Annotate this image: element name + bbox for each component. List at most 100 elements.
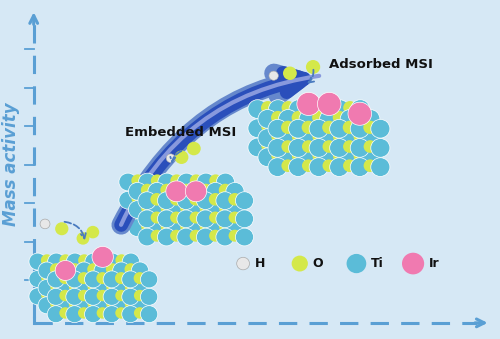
- Circle shape: [138, 210, 156, 227]
- Circle shape: [302, 140, 316, 152]
- Circle shape: [268, 100, 287, 118]
- Circle shape: [66, 306, 83, 323]
- Circle shape: [350, 100, 370, 118]
- Circle shape: [248, 119, 267, 138]
- Circle shape: [236, 228, 254, 246]
- Circle shape: [206, 182, 224, 200]
- Circle shape: [354, 131, 366, 143]
- Circle shape: [206, 219, 224, 237]
- Circle shape: [158, 210, 176, 228]
- Circle shape: [190, 193, 202, 205]
- Circle shape: [151, 211, 164, 223]
- Circle shape: [29, 271, 46, 287]
- Circle shape: [340, 129, 359, 147]
- Circle shape: [124, 263, 137, 275]
- Circle shape: [122, 271, 140, 287]
- Circle shape: [47, 306, 64, 323]
- Circle shape: [66, 271, 83, 288]
- Circle shape: [87, 263, 100, 275]
- Circle shape: [262, 121, 274, 133]
- Text: Ti: Ti: [371, 257, 384, 270]
- Circle shape: [76, 297, 92, 314]
- Circle shape: [177, 228, 195, 246]
- Circle shape: [116, 290, 128, 301]
- Circle shape: [38, 297, 56, 314]
- Circle shape: [116, 307, 127, 319]
- Circle shape: [299, 129, 318, 147]
- Circle shape: [104, 288, 121, 305]
- Circle shape: [134, 272, 146, 284]
- Circle shape: [289, 100, 308, 118]
- Circle shape: [312, 149, 326, 162]
- Circle shape: [41, 254, 53, 266]
- Circle shape: [180, 202, 192, 214]
- Circle shape: [330, 158, 349, 176]
- Circle shape: [128, 201, 146, 218]
- Circle shape: [66, 271, 84, 287]
- Text: O: O: [313, 257, 324, 270]
- Circle shape: [354, 149, 366, 162]
- Circle shape: [106, 298, 118, 310]
- Circle shape: [312, 131, 326, 143]
- Circle shape: [106, 263, 118, 275]
- Circle shape: [60, 254, 72, 266]
- Circle shape: [177, 192, 195, 210]
- Circle shape: [330, 100, 349, 118]
- Circle shape: [96, 272, 108, 284]
- Circle shape: [56, 279, 74, 296]
- Circle shape: [190, 212, 202, 223]
- Circle shape: [322, 101, 336, 114]
- Circle shape: [85, 288, 102, 305]
- Circle shape: [85, 253, 102, 270]
- Circle shape: [104, 253, 121, 270]
- Circle shape: [50, 298, 62, 310]
- Circle shape: [320, 148, 339, 167]
- Circle shape: [258, 109, 277, 128]
- Circle shape: [96, 307, 108, 319]
- Circle shape: [283, 66, 297, 80]
- Circle shape: [78, 290, 90, 301]
- Circle shape: [330, 119, 349, 138]
- Circle shape: [158, 192, 176, 210]
- Circle shape: [76, 232, 90, 245]
- Circle shape: [292, 111, 305, 124]
- Text: Mass activity: Mass activity: [2, 103, 20, 226]
- Circle shape: [216, 192, 234, 210]
- Circle shape: [330, 139, 349, 157]
- Circle shape: [94, 297, 112, 314]
- Circle shape: [38, 279, 56, 296]
- Circle shape: [342, 121, 356, 134]
- Circle shape: [66, 288, 84, 305]
- Circle shape: [333, 131, 346, 143]
- Circle shape: [344, 121, 356, 133]
- Circle shape: [68, 263, 81, 275]
- Circle shape: [258, 148, 277, 167]
- Circle shape: [320, 129, 339, 147]
- Circle shape: [190, 230, 202, 242]
- Circle shape: [360, 129, 380, 147]
- Circle shape: [323, 121, 336, 133]
- Circle shape: [40, 219, 50, 229]
- Circle shape: [103, 271, 120, 288]
- Circle shape: [47, 271, 64, 288]
- Circle shape: [200, 220, 212, 232]
- Circle shape: [94, 262, 112, 279]
- Circle shape: [209, 230, 222, 242]
- Circle shape: [292, 149, 305, 162]
- Circle shape: [56, 262, 74, 279]
- Circle shape: [122, 271, 139, 288]
- Circle shape: [226, 182, 244, 200]
- Circle shape: [268, 119, 287, 138]
- Circle shape: [29, 253, 46, 270]
- Circle shape: [76, 262, 92, 279]
- Circle shape: [88, 298, 99, 310]
- Circle shape: [178, 210, 196, 227]
- Circle shape: [236, 192, 254, 210]
- Circle shape: [309, 139, 328, 157]
- Circle shape: [56, 297, 74, 314]
- Circle shape: [141, 202, 154, 214]
- Circle shape: [84, 271, 102, 288]
- Circle shape: [112, 262, 130, 279]
- Circle shape: [97, 254, 109, 266]
- Circle shape: [226, 201, 244, 218]
